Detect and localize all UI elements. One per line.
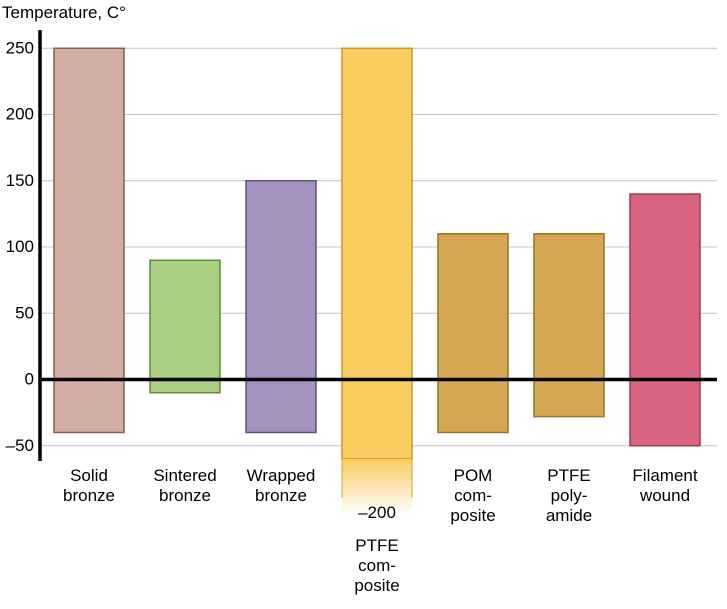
y-tick-label: 100: [6, 237, 34, 256]
category-label: Solid: [70, 466, 108, 485]
bar: [54, 48, 124, 432]
category-label: bronze: [255, 486, 307, 505]
category-label: posite: [354, 576, 399, 595]
category-label: bronze: [63, 486, 115, 505]
temperature-range-chart: –200 –50 0 50 100 150 200 250 Temperature, C° Sol…: [0, 0, 727, 609]
bar: [534, 234, 604, 417]
category-label: poly-: [551, 486, 588, 505]
category-label: wound: [639, 486, 690, 505]
category-label: Wrapped: [247, 466, 316, 485]
axis-title: Temperature, C°: [2, 3, 126, 22]
category-label: posite: [450, 506, 495, 525]
category-label: POM: [454, 466, 493, 485]
bar: [630, 194, 700, 446]
category-label: com-: [358, 556, 396, 575]
category-label: bronze: [159, 486, 211, 505]
category-label: amide: [546, 506, 592, 525]
bar: [246, 181, 316, 433]
bar: [342, 48, 412, 459]
bar: [150, 260, 220, 393]
category-label: Filament: [632, 466, 697, 485]
y-tick-label: 150: [6, 171, 34, 190]
y-tick-label: 250: [6, 38, 34, 57]
y-tick-label: 50: [15, 303, 34, 322]
bar-low-value-label: –200: [358, 503, 396, 522]
y-tick-label: 0: [25, 370, 34, 389]
y-tick-label: –50: [6, 436, 34, 455]
y-tick-label: 200: [6, 105, 34, 124]
bar: [438, 234, 508, 433]
category-label: Sintered: [153, 466, 216, 485]
category-label: com-: [454, 486, 492, 505]
category-label: PTFE: [355, 536, 398, 555]
category-label: PTFE: [547, 466, 590, 485]
chart-svg: –200 –50 0 50 100 150 200 250 Temperature, C° Sol…: [0, 0, 727, 609]
